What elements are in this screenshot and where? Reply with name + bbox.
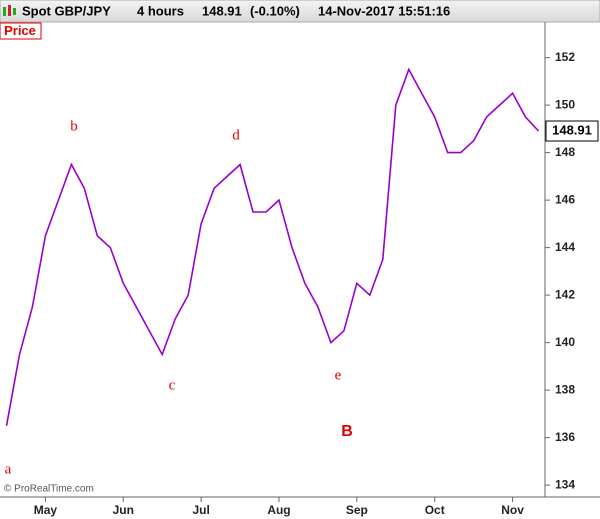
x-tick-label: Sep xyxy=(346,503,368,517)
y-tick-label: 152 xyxy=(555,50,575,64)
x-tick-label: Jul xyxy=(192,503,209,517)
icon xyxy=(3,5,16,16)
x-tick-label: Jun xyxy=(113,503,134,517)
y-tick-label: 144 xyxy=(555,240,575,254)
y-tick-label: 136 xyxy=(555,430,575,444)
y-tick-label: 140 xyxy=(555,335,575,349)
x-tick-label: Oct xyxy=(425,503,445,517)
chart-title: Spot GBP/JPY xyxy=(22,3,111,18)
panel-label-box xyxy=(0,22,42,40)
annotation: e xyxy=(335,367,342,383)
y-tick-label: 146 xyxy=(555,192,575,206)
annotation: B xyxy=(341,423,353,440)
y-tick-label: 142 xyxy=(555,287,575,301)
annotation: b xyxy=(70,118,78,134)
y-tick-label: 138 xyxy=(555,382,575,396)
x-tick-label: Aug xyxy=(267,503,290,517)
annotation: a xyxy=(5,461,12,477)
y-tick-label: 134 xyxy=(555,477,575,491)
watermark: © ProRealTime.com xyxy=(4,484,94,495)
header-bar xyxy=(0,0,600,23)
datetime: 14-Nov-2017 15:51:16 xyxy=(318,3,450,18)
last-price: 148.91 xyxy=(202,3,242,18)
x-tick-label: Nov xyxy=(501,503,524,517)
panel-label: Price xyxy=(4,23,36,38)
annotation: d xyxy=(232,127,240,143)
annotation: c xyxy=(169,377,176,393)
change: (-0.10%) xyxy=(250,3,300,18)
y-tick-label: 150 xyxy=(555,97,575,111)
last-price-box xyxy=(545,120,599,142)
x-tick-label: May xyxy=(34,503,58,517)
period: 4 hours xyxy=(137,3,184,18)
y-tick-label: 148 xyxy=(555,145,575,159)
price-line xyxy=(5,67,540,426)
last-price-label: 148.91 xyxy=(552,122,592,137)
